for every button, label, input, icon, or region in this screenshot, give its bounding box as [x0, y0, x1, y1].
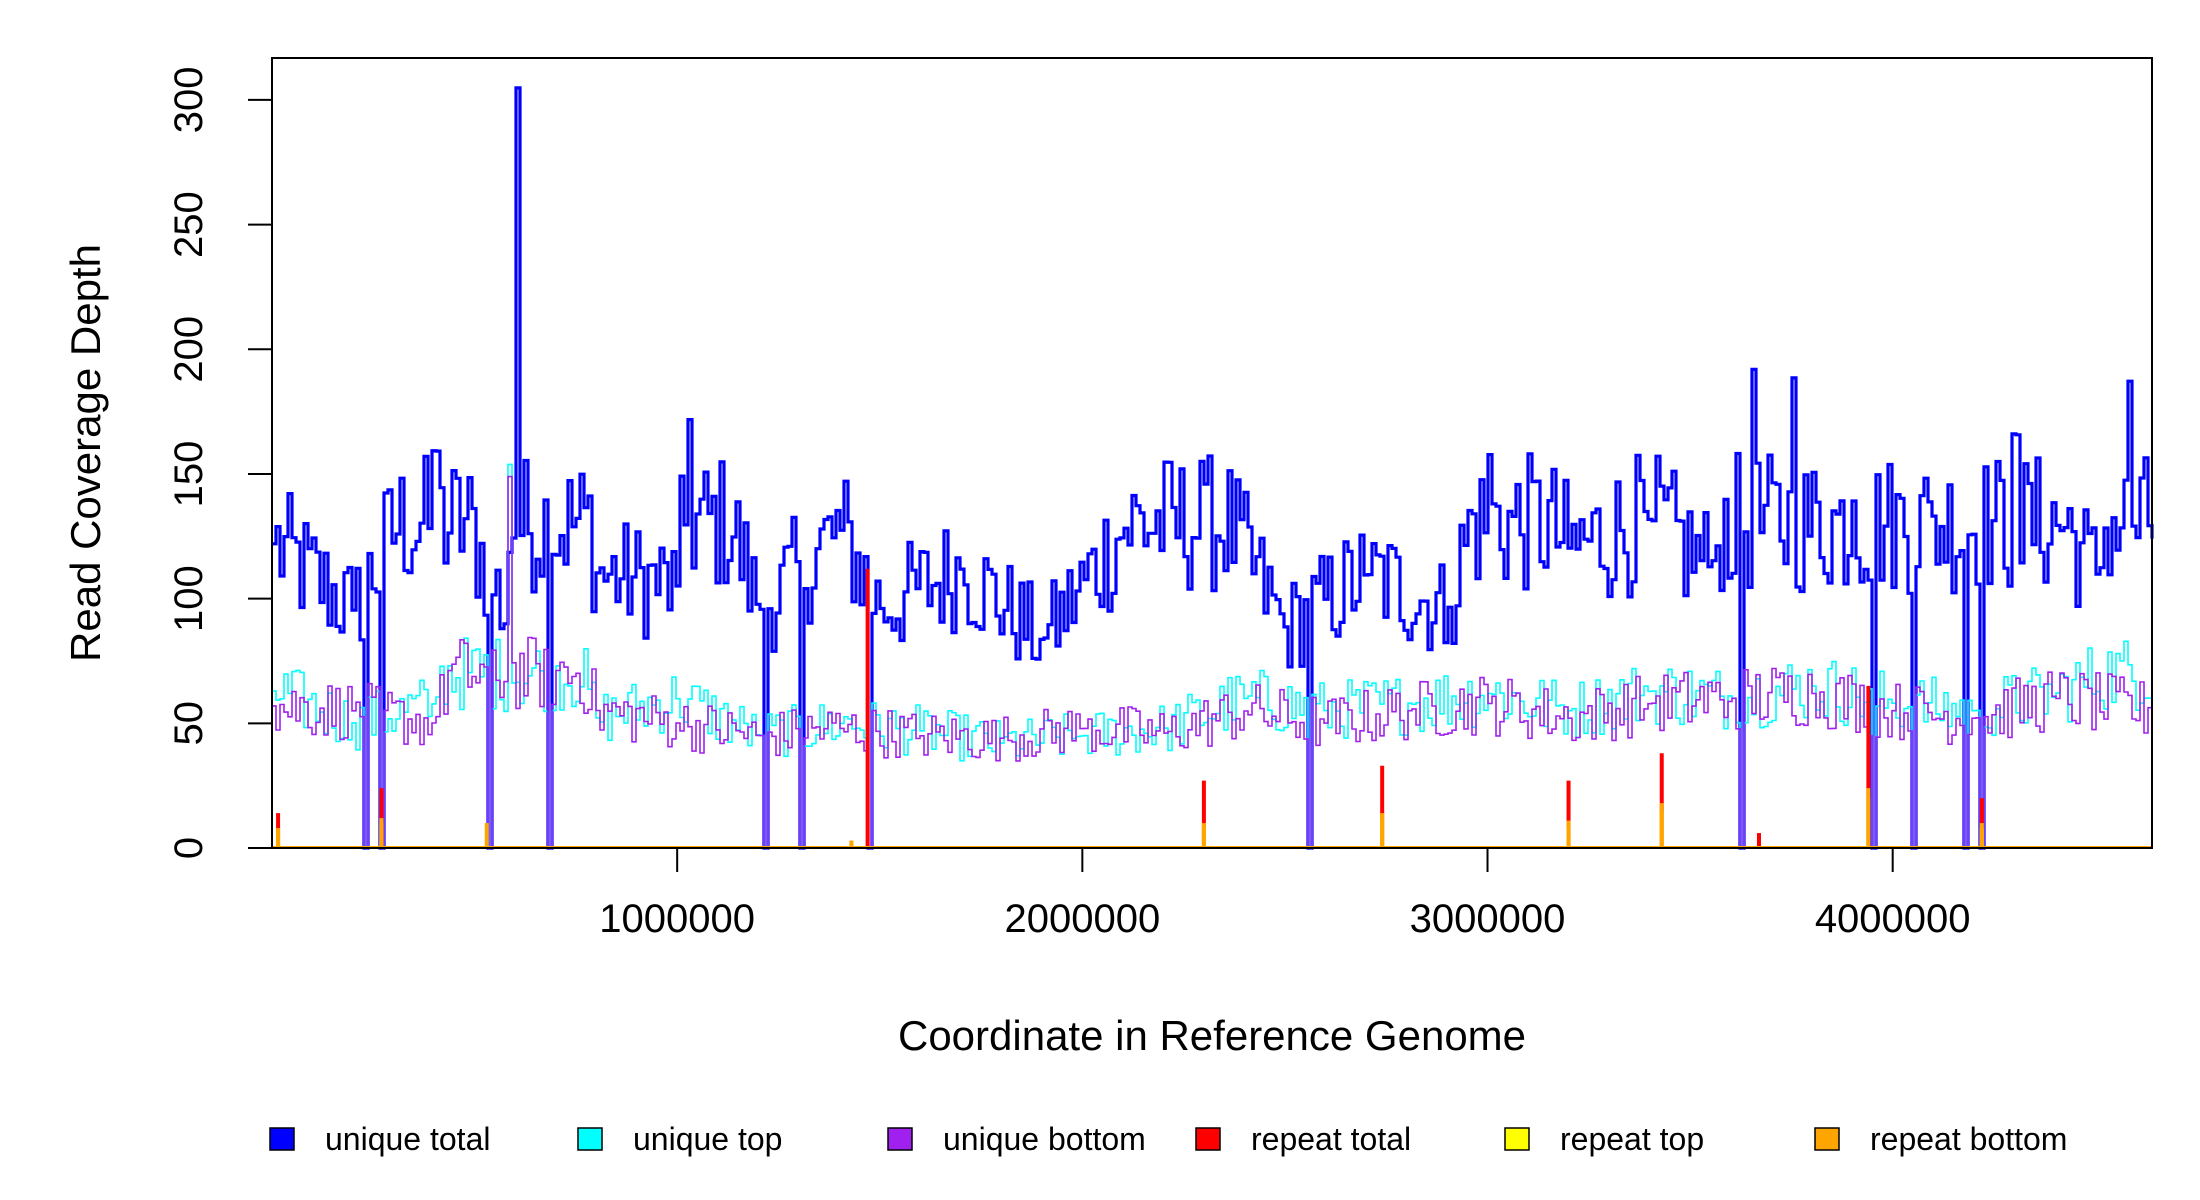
legend-swatch: [577, 1127, 603, 1151]
x-tick-label: 1000000: [599, 897, 755, 941]
legend: unique total unique top unique bottom repea…: [269, 1121, 2067, 1157]
legend-swatch: [1814, 1127, 1840, 1151]
legend-swatch: [269, 1127, 295, 1151]
y-axis: 0 50 100 150 200 250 300: [167, 67, 272, 859]
legend-swatch: [1195, 1127, 1221, 1151]
legend-item: unique bottom: [887, 1121, 1146, 1157]
legend-label: unique total: [325, 1121, 490, 1157]
legend-item: repeat bottom: [1814, 1121, 2067, 1157]
y-tick-label: 300: [167, 67, 211, 134]
plot-marks: [272, 86, 2154, 850]
legend-label: unique top: [633, 1121, 782, 1157]
legend-item: repeat top: [1504, 1121, 1704, 1157]
series-line-unique-top: [272, 463, 2153, 849]
y-tick-label: 50: [167, 701, 211, 746]
plot-frame: [271, 57, 2153, 849]
legend-swatch: [1504, 1127, 1530, 1151]
legend-label: unique bottom: [943, 1121, 1146, 1157]
legend-label: repeat total: [1251, 1121, 1411, 1157]
x-axis: 1000000 2000000 3000000 4000000: [599, 848, 1971, 941]
x-tick-label: 3000000: [1410, 897, 1566, 941]
x-axis-label: Coordinate in Reference Genome: [898, 1012, 1526, 1059]
legend-item: repeat total: [1195, 1121, 1411, 1157]
x-tick-label: 4000000: [1815, 897, 1971, 941]
y-tick-label: 100: [167, 565, 211, 632]
legend-label: repeat bottom: [1870, 1121, 2067, 1157]
legend-label: repeat top: [1560, 1121, 1704, 1157]
series-line-unique-total: [272, 86, 2154, 850]
y-tick-label: 0: [167, 837, 211, 859]
y-axis-label: Read Coverage Depth: [62, 244, 109, 662]
legend-swatch: [887, 1127, 913, 1151]
y-tick-label: 150: [167, 441, 211, 508]
legend-item: unique total: [269, 1121, 490, 1157]
legend-item: unique top: [577, 1121, 782, 1157]
x-tick-label: 2000000: [1004, 897, 1160, 941]
series-line-unique-bottom: [272, 475, 2153, 849]
y-tick-label: 200: [167, 316, 211, 383]
y-tick-label: 250: [167, 191, 211, 258]
